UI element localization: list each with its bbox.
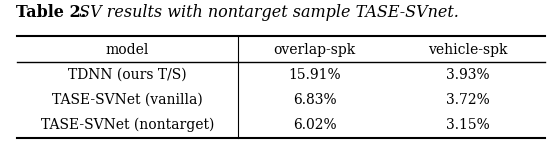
Text: TASE-SVNet (nontarget): TASE-SVNet (nontarget) [41,118,214,132]
Text: SV results with nontarget sample TASE-SVnet.: SV results with nontarget sample TASE-SV… [74,4,459,21]
Text: TDNN (ours T/S): TDNN (ours T/S) [68,68,186,82]
Text: 6.02%: 6.02% [293,118,337,132]
Text: 15.91%: 15.91% [289,68,341,82]
Text: 3.93%: 3.93% [446,68,490,82]
Text: 3.72%: 3.72% [446,93,490,107]
Text: TASE-SVNet (vanilla): TASE-SVNet (vanilla) [52,93,203,107]
Text: Table 2.: Table 2. [16,4,87,21]
Text: 6.83%: 6.83% [293,93,337,107]
Text: model: model [106,42,149,57]
Text: vehicle-spk: vehicle-spk [428,42,508,57]
Text: overlap-spk: overlap-spk [274,42,356,57]
Text: 3.15%: 3.15% [446,118,490,132]
